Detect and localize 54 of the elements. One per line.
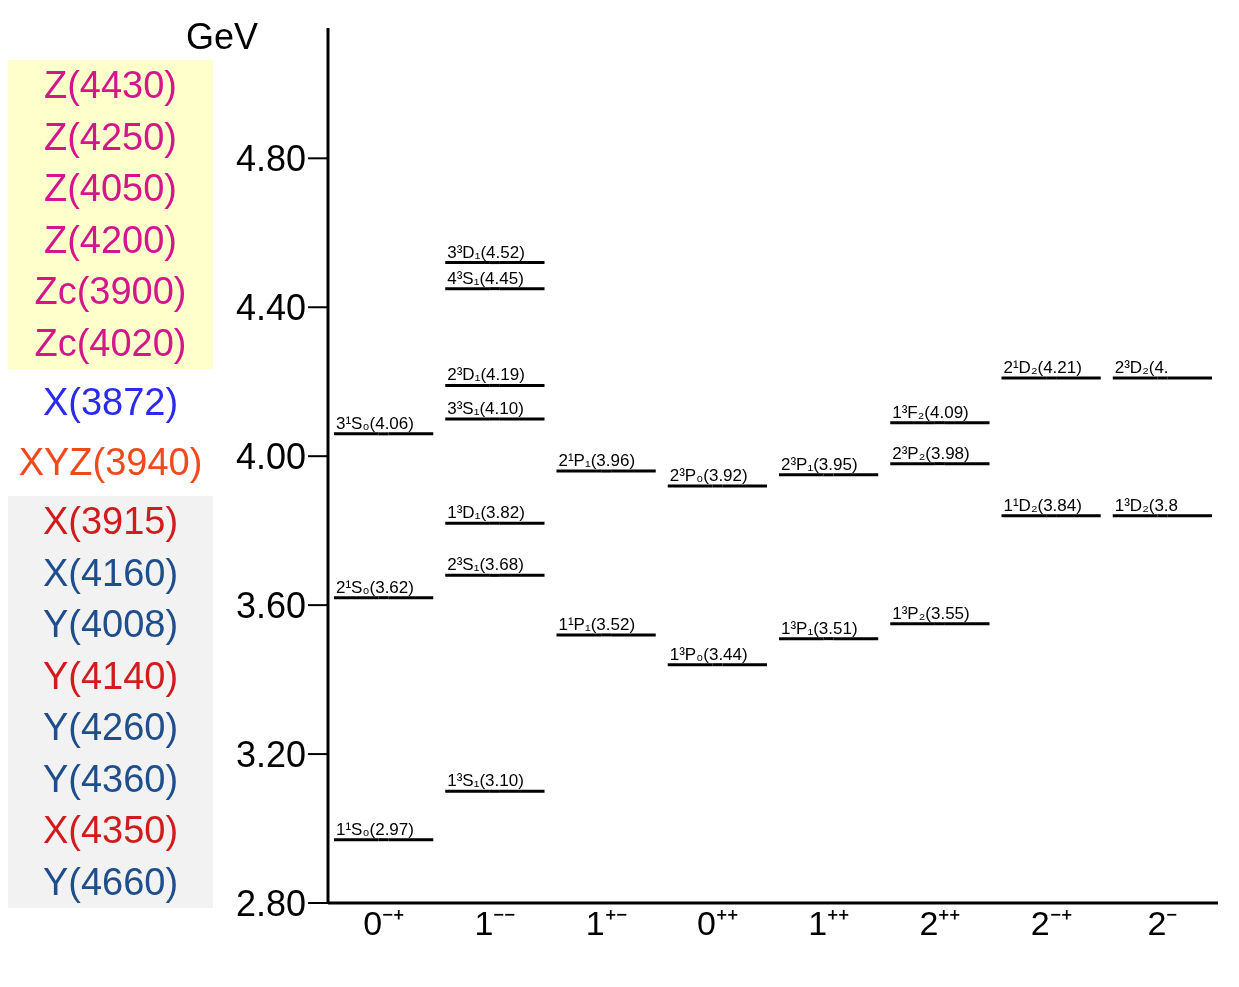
- data-label: 1³S₁(3.10): [447, 771, 524, 791]
- data-label: 2³D₁(4.19): [447, 365, 525, 385]
- data-label: 4³S₁(4.45): [447, 268, 524, 288]
- data-label: 1³D₁(3.82): [447, 503, 525, 523]
- text: Y(4008): [8, 599, 213, 651]
- data-label: 3¹S₀(4.06): [336, 413, 414, 433]
- data-label: 1¹S₀(2.97): [336, 819, 414, 839]
- data-label: 3³S₁(4.10): [447, 398, 524, 418]
- data-label: 2³P₀(3.92): [669, 465, 748, 485]
- x-tick-label: 2⁺⁺: [919, 904, 961, 943]
- y-axis-title: GeV: [186, 16, 259, 58]
- text: Z(4430): [8, 60, 213, 112]
- text: X(4160): [8, 547, 213, 599]
- text: X(3915): [8, 496, 213, 548]
- data-label: 1³P₁(3.51): [781, 618, 858, 638]
- text: Y(4260): [8, 702, 213, 754]
- text: XYZ(3940): [17, 439, 204, 485]
- text: Zc(4020): [8, 317, 213, 369]
- y-tick-label: 4.80: [235, 138, 306, 180]
- data-label: 2¹D₂(4.21): [1003, 358, 1082, 377]
- text: X(3872): [41, 380, 180, 425]
- data-label: 1³D₂(3.8: [1114, 495, 1179, 515]
- x-tick-label: 2⁻: [1147, 904, 1178, 943]
- x-tick-label: 2⁻⁺: [1030, 904, 1072, 943]
- text: Z(4250): [8, 111, 213, 163]
- data-label: 1³P₂(3.55): [892, 603, 970, 623]
- text: X(4350): [8, 805, 213, 857]
- x-tick-label: 1⁻⁻: [474, 904, 516, 943]
- data-label: 1¹P₁(3.52): [558, 614, 636, 634]
- data-label: 2¹S₀(3.62): [336, 577, 414, 597]
- data-label: 1³F₂(4.09): [892, 402, 969, 422]
- y-tick-label: 4.40: [235, 287, 306, 329]
- data-label: 1¹D₂(3.84): [1003, 495, 1082, 515]
- x-tick-label: 1⁺⁺: [808, 904, 850, 943]
- data-label: 2³S₁(3.68): [447, 555, 524, 575]
- data-label: 3³D₁(4.52): [447, 242, 525, 262]
- text: Z(4050): [8, 163, 213, 215]
- data-label: 2¹P₁(3.96): [558, 451, 636, 471]
- x-tick-label: 0⁺⁺: [696, 904, 738, 943]
- y-tick-label: 2.80: [235, 882, 306, 924]
- text: Y(4140): [8, 650, 213, 702]
- y-tick-label: 4.00: [235, 435, 306, 477]
- text: Z(4200): [8, 214, 213, 266]
- x-tick-label: 0⁻⁺: [363, 904, 405, 943]
- data-label: 1³P₀(3.44): [669, 644, 748, 664]
- y-tick-label: 3.20: [235, 733, 306, 775]
- data-label: 2³P₂(3.98): [892, 443, 970, 463]
- text: Y(4360): [8, 753, 213, 805]
- data-label: 2³D₂(4.: [1114, 358, 1169, 377]
- data-label: 2³P₁(3.95): [781, 454, 858, 474]
- text: Y(4660): [8, 856, 213, 908]
- x-tick-label: 1⁺⁻: [585, 904, 627, 943]
- text: Zc(3900): [8, 266, 213, 318]
- y-tick-label: 3.60: [235, 584, 306, 626]
